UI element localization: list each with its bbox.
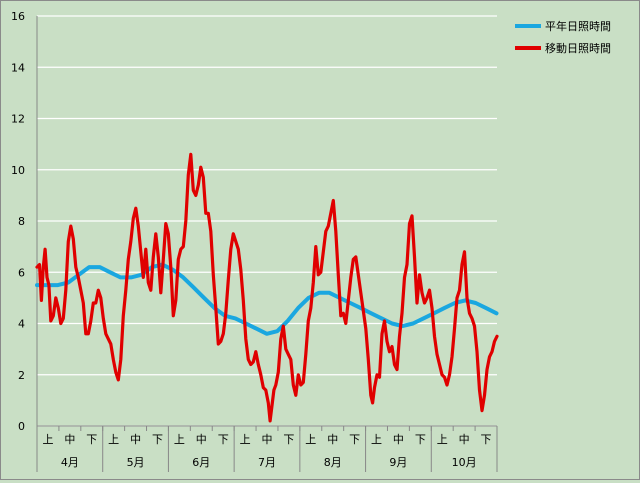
y-tick-label: 16 [11, 10, 25, 23]
x-tick-label: 中 [393, 433, 404, 446]
y-tick-label: 8 [18, 215, 25, 228]
x-tick-label: 下 [415, 433, 426, 446]
legend-label: 移動日照時間 [545, 41, 611, 55]
month-label: 5月 [127, 456, 145, 469]
x-tick-label: 下 [283, 433, 294, 446]
x-tick-label: 上 [108, 433, 119, 446]
x-tick-label: 上 [305, 433, 316, 446]
month-label: 6月 [192, 456, 210, 469]
x-tick-label: 上 [437, 433, 448, 446]
series-lines [35, 152, 499, 423]
month-label: 7月 [258, 456, 276, 469]
x-tick-label: 中 [459, 433, 470, 446]
y-tick-label: 14 [11, 61, 25, 74]
y-tick-label: 6 [18, 266, 25, 279]
month-label: 10月 [452, 456, 477, 469]
x-tick-label: 下 [218, 433, 229, 446]
y-tick-label: 2 [18, 369, 25, 382]
x-tick-label: 上 [174, 433, 185, 446]
month-label: 9月 [389, 456, 407, 469]
y-axis: 0 2 4 6 8 10 12 14 16 [11, 10, 497, 433]
x-tick-label: 下 [349, 433, 360, 446]
series-line-moving [35, 152, 499, 423]
x-tick-label: 上 [42, 433, 53, 446]
x-tick-label: 中 [130, 433, 141, 446]
x-tick-label: 中 [196, 433, 207, 446]
x-tick-label: 中 [327, 433, 338, 446]
y-tick-label: 10 [11, 164, 25, 177]
x-tick-label: 下 [86, 433, 97, 446]
y-tick-label: 0 [18, 420, 25, 433]
x-axis: 上中下上中下上中下上中下上中下上中下上中下4月 5月 6月 7月 8月 9月 10月 [36, 426, 498, 472]
x-tick-label: 上 [240, 433, 251, 446]
y-tick-label: 4 [18, 318, 25, 331]
x-tick-label: 下 [152, 433, 163, 446]
x-tick-label: 下 [481, 433, 492, 446]
y-tick-label: 12 [11, 113, 25, 126]
legend-label: 平年日照時間 [545, 19, 611, 33]
month-label: 4月 [61, 456, 79, 469]
x-tick-label: 上 [371, 433, 382, 446]
month-label: 8月 [324, 456, 342, 469]
x-tick-label: 中 [262, 433, 273, 446]
series-line-normal [35, 262, 499, 336]
x-tick-label: 中 [64, 433, 75, 446]
